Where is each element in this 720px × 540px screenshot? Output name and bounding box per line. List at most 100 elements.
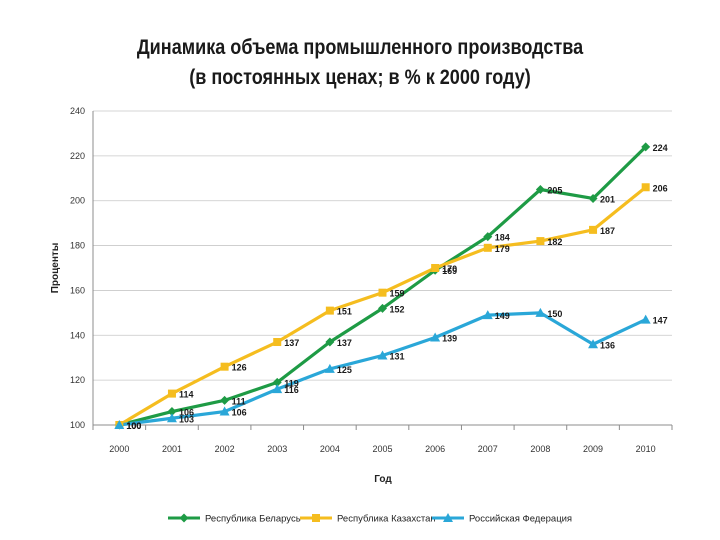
data-label: 170 — [442, 264, 457, 274]
y-tick-label: 240 — [70, 106, 85, 116]
data-point — [167, 407, 177, 417]
data-point — [220, 362, 229, 371]
data-point — [324, 363, 335, 373]
x-tick-label: 2001 — [162, 444, 182, 454]
data-point — [536, 237, 545, 246]
legend: Республика Беларусь Республика Казахстан Р… — [168, 513, 572, 525]
data-label: 139 — [442, 334, 457, 344]
data-label: 100 — [126, 421, 141, 431]
data-label: 111 — [232, 396, 246, 406]
data-label: 201 — [600, 194, 615, 204]
data-labels: 1001061111191371521691842052012241001141… — [126, 143, 667, 431]
data-label: 106 — [232, 408, 247, 418]
x-tick-label: 2006 — [425, 444, 445, 454]
data-label: 114 — [179, 390, 194, 400]
data-point — [272, 384, 283, 394]
x-tick-label: 2003 — [267, 444, 287, 454]
data-point — [641, 142, 651, 152]
data-label: 224 — [653, 143, 668, 153]
y-axis-label: Проценты — [50, 243, 61, 294]
legend-label: Республика Беларусь — [205, 514, 301, 525]
legend-label: Российская Федерация — [469, 514, 572, 525]
x-tick-label: 2010 — [636, 444, 656, 454]
data-label: 136 — [600, 340, 615, 350]
data-label: 182 — [547, 237, 562, 247]
data-label: 151 — [337, 307, 352, 317]
x-tick-label: 2007 — [478, 444, 498, 454]
chart-title: Динамика объема промышленного производст… — [136, 36, 584, 59]
y-tick-label: 140 — [70, 330, 85, 340]
data-point — [589, 225, 598, 234]
data-label: 150 — [547, 309, 562, 319]
data-label: 100 — [126, 421, 141, 431]
y-tick-label: 160 — [70, 285, 85, 295]
data-point — [640, 314, 651, 324]
x-axis-label: Год — [374, 474, 392, 485]
legend-swatch-marker — [179, 513, 189, 523]
data-point — [272, 377, 282, 387]
y-tick-label: 180 — [70, 241, 85, 251]
x-tick-label: 2008 — [530, 444, 550, 454]
data-label: 119 — [284, 378, 299, 388]
data-point — [588, 339, 599, 349]
data-point — [167, 389, 176, 398]
data-point — [166, 413, 177, 423]
data-point — [378, 288, 387, 297]
data-label: 169 — [442, 266, 457, 276]
data-label: 206 — [653, 183, 668, 193]
series-line — [118, 145, 647, 427]
data-label: 126 — [232, 363, 247, 373]
x-tick-label: 2004 — [320, 444, 340, 454]
y-tick-label: 100 — [70, 420, 85, 430]
x-tick-label: 2002 — [215, 444, 235, 454]
data-label: 116 — [284, 385, 299, 395]
data-label: 187 — [600, 226, 615, 236]
series-markers — [114, 142, 651, 430]
data-point — [219, 406, 230, 416]
data-label: 149 — [495, 311, 510, 321]
data-point — [535, 185, 545, 194]
data-label: 100 — [126, 421, 141, 431]
data-point — [535, 307, 546, 317]
data-label: 159 — [390, 289, 405, 299]
data-label: 184 — [495, 233, 510, 243]
x-tick-label: 2009 — [583, 444, 603, 454]
data-label: 137 — [337, 338, 352, 348]
data-label: 179 — [495, 244, 510, 254]
data-point — [114, 420, 125, 429]
data-point — [641, 183, 650, 192]
data-label: 131 — [390, 351, 405, 361]
data-label: 106 — [179, 408, 194, 418]
y-tick-label: 120 — [70, 375, 85, 385]
data-label: 147 — [653, 316, 668, 326]
data-point — [430, 332, 441, 342]
data-point — [220, 395, 230, 405]
data-point — [273, 338, 282, 347]
data-label: 205 — [547, 186, 562, 196]
data-point — [431, 264, 440, 272]
y-tick-label: 200 — [70, 196, 85, 206]
data-point — [483, 232, 493, 242]
data-label: 137 — [284, 338, 299, 348]
data-point — [378, 303, 387, 313]
legend-swatch-marker — [312, 514, 320, 522]
data-point — [325, 337, 335, 347]
data-label: 152 — [390, 304, 405, 314]
chart-subtitle: (в постоянных ценах; в % к 2000 году) — [189, 66, 531, 89]
y-tick-label: 220 — [70, 151, 85, 161]
x-tick-label: 2005 — [372, 444, 392, 454]
legend-swatch-marker — [443, 513, 453, 522]
data-point — [483, 243, 492, 252]
data-point — [588, 193, 598, 203]
data-label: 125 — [337, 365, 352, 375]
data-point — [325, 306, 334, 315]
axes: 100 120 140 160 180 200 220 240 2000 2001 2002 2003… — [70, 106, 673, 454]
series-lines — [118, 145, 647, 427]
series-line — [119, 311, 647, 427]
data-point — [482, 310, 493, 320]
data-label: 103 — [179, 414, 194, 424]
legend-label: Республика Казахстан — [337, 514, 436, 525]
data-point — [377, 350, 388, 360]
x-tick-label: 2000 — [109, 444, 129, 454]
